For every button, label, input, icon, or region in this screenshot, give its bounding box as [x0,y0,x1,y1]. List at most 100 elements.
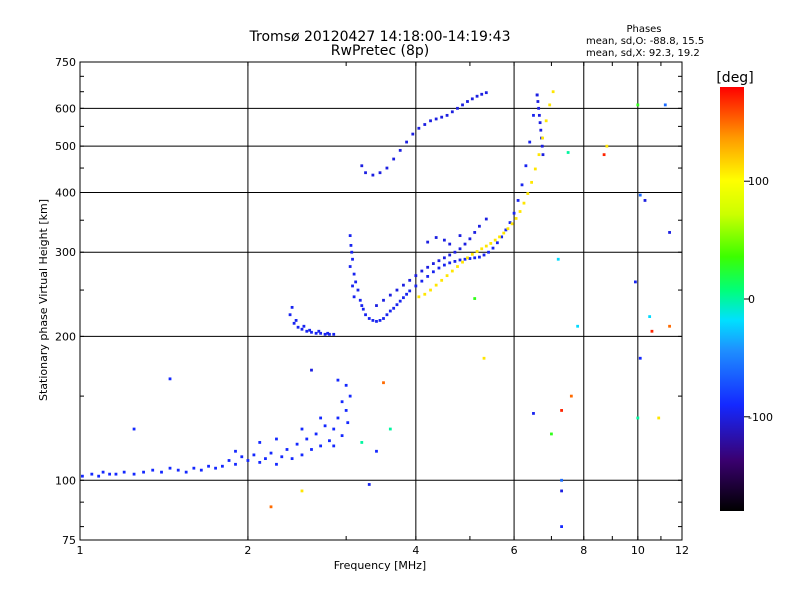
data-point [184,470,188,474]
data-point [536,100,540,103]
data-point [305,329,309,333]
data-point [522,201,526,205]
data-point [332,444,336,448]
data-point [402,283,405,287]
data-point [240,455,244,459]
data-point [636,416,640,420]
data-point [478,255,481,259]
data-point [310,368,313,372]
y-tick-label: 75 [62,534,76,547]
data-point [516,199,520,202]
axis-ticks [79,62,683,540]
data-point [285,448,289,451]
data-point [326,331,330,335]
data-point [234,449,237,453]
data-point [408,289,412,293]
data-point [132,427,136,431]
data-point [633,280,637,284]
data-point [532,412,535,415]
data-point [375,304,378,307]
data-point [367,483,371,486]
data-point [537,153,541,157]
data-point [560,525,563,529]
data-point [489,242,493,245]
data-point [463,242,467,246]
data-point [352,272,356,276]
data-point [411,132,415,136]
data-point [398,148,402,152]
data-point [332,332,336,336]
data-point [504,228,508,232]
y-axis-label: Stationary phase Virtual Height [km] [37,199,50,401]
data-point [429,119,432,123]
data-point [440,115,444,119]
data-point [648,315,652,319]
chart-title-line2: RwPretec (8p) [331,43,429,59]
data-point [114,472,118,476]
phases-o-mode: mean, sd,O: -88.8, 15.5 [586,36,704,47]
data-point [356,288,360,292]
data-point [506,227,510,231]
data-point [395,288,399,292]
data-point [495,241,499,245]
data-point [417,126,421,130]
data-point [484,91,488,95]
data-point [364,313,367,317]
data-point [518,210,522,213]
data-point [473,231,477,234]
data-point [541,153,545,157]
data-point [340,434,344,438]
y-tick-label: 200 [55,330,76,343]
data-point [214,466,217,470]
data-point [508,221,512,225]
data-point [352,295,356,299]
data-point [448,253,452,257]
data-point [537,106,541,110]
data-point [484,244,488,248]
data-point [470,97,474,101]
data-point [295,442,299,446]
data-point [402,296,405,300]
data-point [319,416,323,420]
data-point [450,269,454,273]
data-point [560,478,563,482]
data-point [466,256,469,260]
data-point [426,240,430,244]
data-point [434,236,438,239]
data-point [493,238,497,242]
data-point [487,250,490,254]
data-point [344,383,348,387]
data-point [423,123,427,126]
data-point [367,317,371,320]
data-point [453,250,457,254]
data-point [319,444,323,448]
data-point [448,242,452,246]
data-point [514,217,518,220]
data-point [668,324,671,328]
data-point [275,462,278,466]
data-point [382,298,385,302]
data-point [668,231,671,234]
data-point [456,265,459,268]
data-point [192,466,196,470]
y-tick-label: 600 [55,102,76,115]
data-point [207,464,210,468]
data-point [458,258,462,262]
colorbar-label: [deg] [716,70,753,86]
data-point [101,470,105,474]
data-point [423,292,427,296]
data-point [560,489,563,493]
data-point [132,472,136,476]
data-point [336,416,340,420]
data-point [538,121,542,125]
data-point [160,470,163,474]
data-point [385,166,389,170]
data-point [528,140,532,144]
data-point [382,317,385,320]
data-point [275,437,278,441]
data-point [429,288,432,292]
data-point [405,140,408,144]
data-point [426,275,430,278]
data-point [388,293,392,297]
